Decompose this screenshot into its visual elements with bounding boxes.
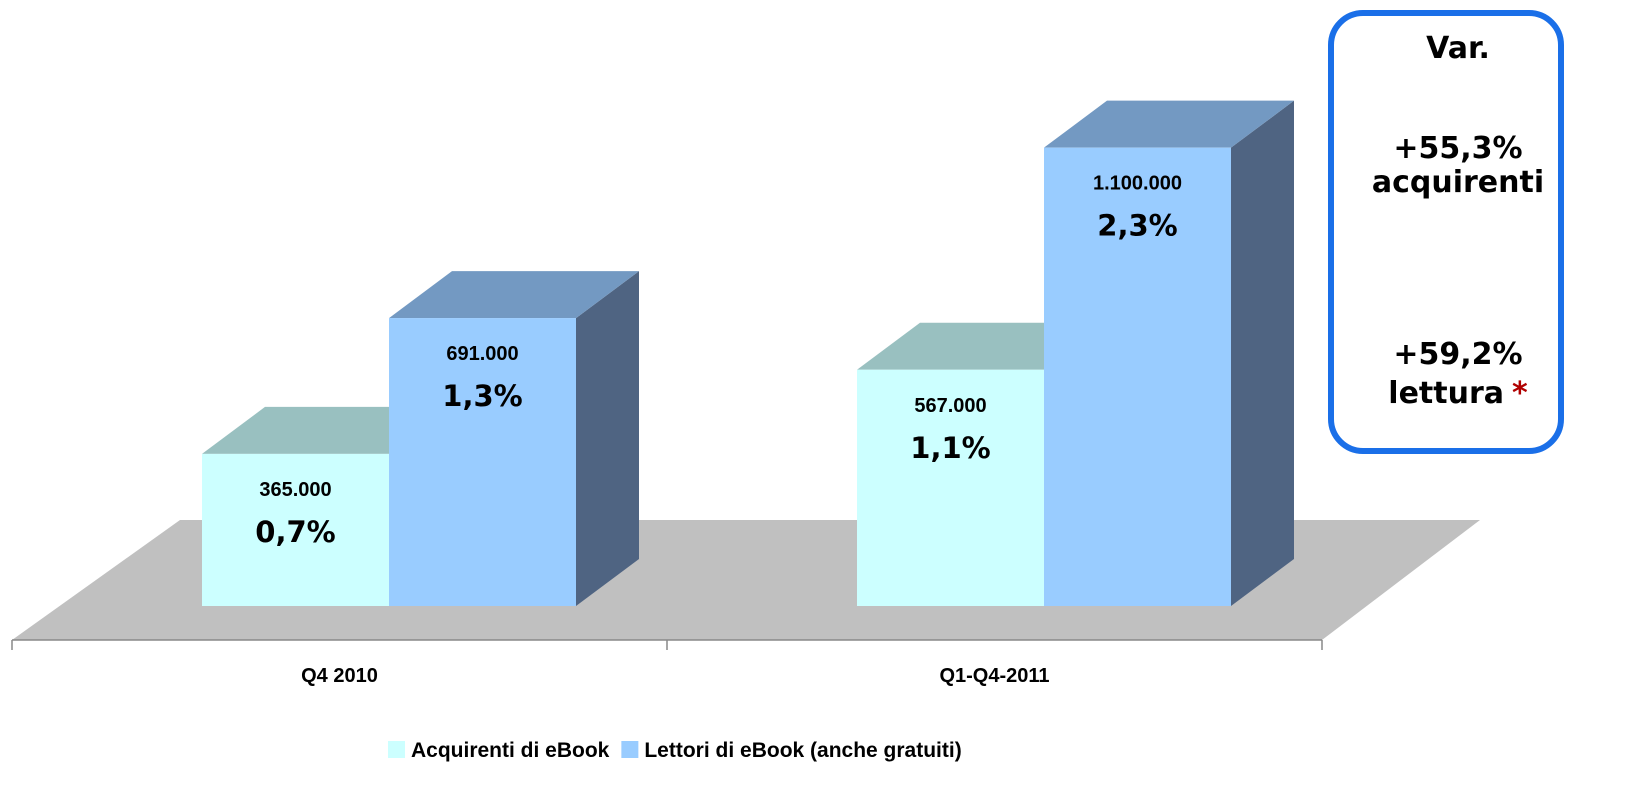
value-label: 1.100.000: [1093, 173, 1182, 195]
annotation-box: [1328, 10, 1564, 454]
annotation: Var. +55,3% acquirenti +59,2% lettura *: [1372, 31, 1544, 411]
bar-side: [576, 271, 639, 606]
legend-label: Lettori di eBook (anche gratuiti): [644, 739, 961, 762]
bar: [1044, 147, 1231, 606]
value-label: 691.000: [446, 343, 518, 365]
value-label: 365.000: [259, 479, 331, 501]
bars: [202, 100, 1294, 607]
percent-label: 2,3%: [1097, 209, 1177, 243]
x-tick-label: Q4 2010: [301, 665, 378, 687]
percent-label: 1,1%: [910, 431, 990, 465]
annotation-label-line: lettura *: [1388, 376, 1528, 411]
annotation-value: +55,3%: [1393, 131, 1522, 166]
legend-label: Acquirenti di eBook: [411, 739, 610, 762]
annotation-label: acquirenti: [1372, 165, 1544, 200]
x-tick-label: Q1-Q4-2011: [939, 665, 1049, 687]
bar-top: [389, 271, 639, 319]
bar-top: [1044, 100, 1294, 148]
bar: [389, 318, 576, 606]
legend-swatch: [621, 741, 639, 758]
bar-side: [1231, 100, 1294, 607]
annotation-title: Var.: [1426, 31, 1490, 66]
annotation-label: lettura: [1388, 376, 1504, 411]
annotation-marker: *: [1512, 376, 1528, 411]
annotation-value: +59,2%: [1393, 337, 1522, 372]
percent-label: 0,7%: [255, 515, 335, 549]
bar: [857, 369, 1044, 606]
bar: [202, 453, 389, 606]
value-label: 567.000: [914, 395, 986, 417]
legend-swatch: [388, 741, 405, 758]
percent-label: 1,3%: [442, 379, 522, 413]
